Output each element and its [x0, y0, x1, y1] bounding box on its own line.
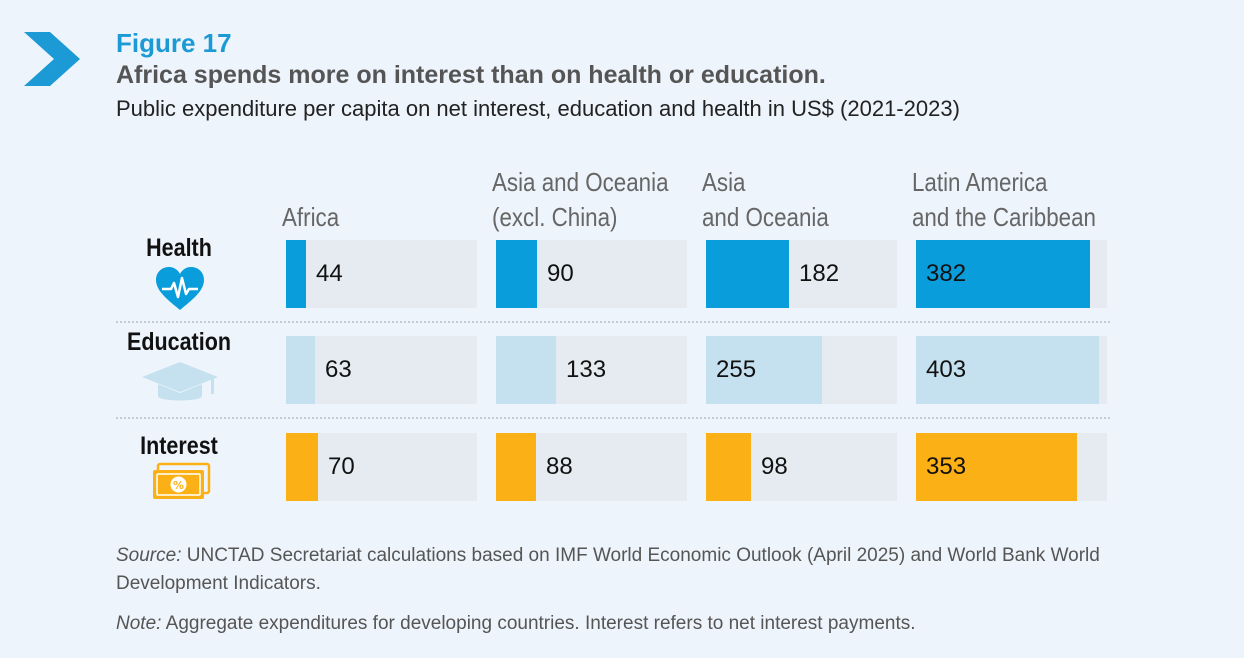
- region-header-line: and the Caribbean: [912, 202, 1096, 232]
- row-label-interest: Interest: [140, 432, 218, 460]
- bar-health: [286, 240, 306, 308]
- bar-track: 70: [286, 433, 477, 501]
- source-text: UNCTAD Secretariat calculations based on…: [116, 545, 1100, 594]
- footnote: Note: Aggregate expenditures for develop…: [116, 610, 1136, 638]
- bar-track: 44: [286, 240, 477, 308]
- figure-label: Figure 17: [116, 28, 232, 58]
- bar-track: 182: [706, 240, 897, 308]
- bar-track: 88: [496, 433, 687, 501]
- region-header-line: Latin America: [912, 167, 1048, 197]
- region-header: Asia and Oceania (excl. China): [492, 165, 669, 235]
- row-separator: [116, 321, 1110, 323]
- region-header-line: and Oceania: [702, 202, 829, 232]
- row-separator: [116, 417, 1110, 419]
- bar-education: [496, 336, 556, 404]
- bar-track: 63: [286, 336, 477, 404]
- bar-education: [706, 336, 822, 404]
- bar-health: [916, 240, 1090, 308]
- region-header-line: (excl. China): [492, 202, 618, 232]
- heart-pulse-icon: [156, 267, 204, 310]
- value-label-interest: 353: [926, 453, 967, 480]
- money-percent-icon: %: [153, 462, 211, 499]
- region-header-line: Africa: [282, 202, 340, 232]
- bar-education: [916, 336, 1099, 404]
- svg-text:%: %: [173, 479, 184, 492]
- value-label-health: 44: [316, 260, 343, 287]
- row-label-education: Education: [127, 328, 231, 356]
- bar-track: 98: [706, 433, 897, 501]
- region-header: Africa: [282, 200, 339, 235]
- bar-health: [496, 240, 537, 308]
- region-header: Latin America and the Caribbean: [912, 165, 1096, 235]
- bar-education: [286, 336, 315, 404]
- figure-title: Africa spends more on interest than on h…: [116, 61, 826, 89]
- region-header: Asia and Oceania: [702, 165, 829, 235]
- region-header-line: Asia: [702, 167, 746, 197]
- figure-subtitle: Public expenditure per capita on net int…: [116, 96, 960, 121]
- bar-track: 353: [916, 433, 1107, 501]
- value-label-health: 182: [799, 260, 840, 287]
- value-label-health: 382: [926, 260, 967, 287]
- bar-interest: [286, 433, 318, 501]
- value-label-health: 90: [547, 260, 574, 287]
- value-label-interest: 70: [328, 453, 355, 480]
- bar-track: 382: [916, 240, 1107, 308]
- source-note: Source: UNCTAD Secretariat calculations …: [116, 542, 1136, 598]
- value-label-education: 255: [716, 356, 757, 383]
- bar-track: 403: [916, 336, 1107, 404]
- row-label-health: Health: [146, 234, 212, 262]
- bar-interest: [496, 433, 536, 501]
- bar-track: 255: [706, 336, 897, 404]
- graduation-cap-icon: [142, 362, 218, 401]
- value-label-education: 63: [325, 356, 352, 383]
- bar-health: [706, 240, 789, 308]
- note-label: Note:: [116, 613, 162, 634]
- source-label: Source:: [116, 545, 182, 566]
- region-header-line: Asia and Oceania: [492, 167, 669, 197]
- value-label-education: 403: [926, 356, 967, 383]
- value-label-education: 133: [566, 356, 607, 383]
- bar-interest: [916, 433, 1077, 501]
- bar-interest: [706, 433, 751, 501]
- note-text: Aggregate expenditures for developing co…: [161, 613, 916, 634]
- chevron-right-icon: [24, 32, 80, 86]
- value-label-interest: 88: [546, 453, 573, 480]
- bar-track: 90: [496, 240, 687, 308]
- value-label-interest: 98: [761, 453, 788, 480]
- bar-track: 133: [496, 336, 687, 404]
